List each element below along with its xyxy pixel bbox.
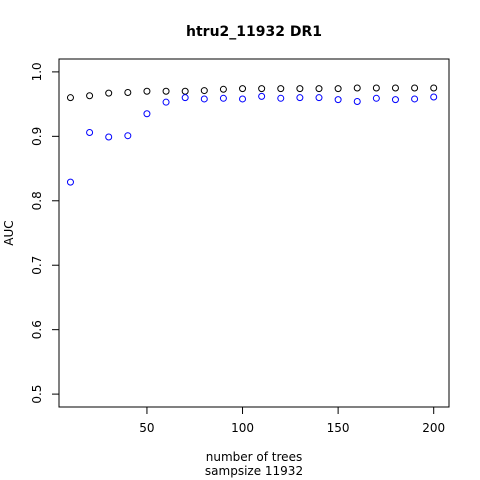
y-tick-label: 1.0 xyxy=(30,62,44,81)
data-point xyxy=(353,84,361,92)
data-point xyxy=(391,84,399,92)
data-point xyxy=(181,94,189,102)
data-point xyxy=(105,133,113,141)
y-tick-label: 0.5 xyxy=(30,385,44,404)
data-point xyxy=(411,95,419,103)
data-point xyxy=(353,98,361,106)
data-point xyxy=(124,132,132,140)
data-point xyxy=(239,85,247,93)
data-point xyxy=(239,95,247,103)
data-point xyxy=(86,128,94,136)
data-point xyxy=(124,89,132,97)
y-tick-label: 0.8 xyxy=(30,191,44,210)
data-point xyxy=(315,94,323,102)
data-point xyxy=(372,84,380,92)
data-point xyxy=(143,87,151,95)
data-point xyxy=(219,94,227,102)
data-point xyxy=(66,94,74,102)
data-point xyxy=(258,85,266,93)
y-tick-label: 0.6 xyxy=(30,320,44,339)
data-point xyxy=(430,93,438,101)
data-points xyxy=(66,84,438,186)
x-tick-label: 100 xyxy=(231,421,254,435)
data-point xyxy=(66,178,74,186)
plot-frame xyxy=(58,58,450,408)
x-axis-label: number of trees xyxy=(206,450,302,464)
data-point xyxy=(277,94,285,102)
x-axis-sublabel: sampsize 11932 xyxy=(205,464,303,478)
y-tick-label: 0.9 xyxy=(30,127,44,146)
data-point xyxy=(315,85,323,93)
data-point xyxy=(296,85,304,93)
y-axis: 0.5 0.6 0.7 0.8 0.9 1.0 xyxy=(30,62,59,404)
data-point xyxy=(219,85,227,93)
data-point xyxy=(86,92,94,100)
data-point xyxy=(372,94,380,102)
data-point xyxy=(296,94,304,102)
data-point xyxy=(181,87,189,95)
x-tick-label: 50 xyxy=(139,421,154,435)
data-point xyxy=(200,95,208,103)
y-axis-label: AUC xyxy=(2,220,16,245)
x-tick-label: 200 xyxy=(422,421,445,435)
data-point xyxy=(258,92,266,100)
data-point xyxy=(277,85,285,93)
x-tick-label: 150 xyxy=(327,421,350,435)
data-point xyxy=(411,84,419,92)
data-point xyxy=(334,85,342,93)
data-point xyxy=(162,87,170,95)
data-point xyxy=(430,84,438,92)
chart-title: htru2_11932 DR1 xyxy=(186,24,322,40)
data-point xyxy=(391,96,399,104)
data-point xyxy=(105,89,113,97)
data-point xyxy=(334,96,342,104)
data-point xyxy=(200,87,208,95)
y-tick-label: 0.7 xyxy=(30,256,44,275)
data-point xyxy=(162,98,170,106)
data-point xyxy=(143,110,151,118)
x-axis: 50 100 150 200 xyxy=(139,407,445,435)
